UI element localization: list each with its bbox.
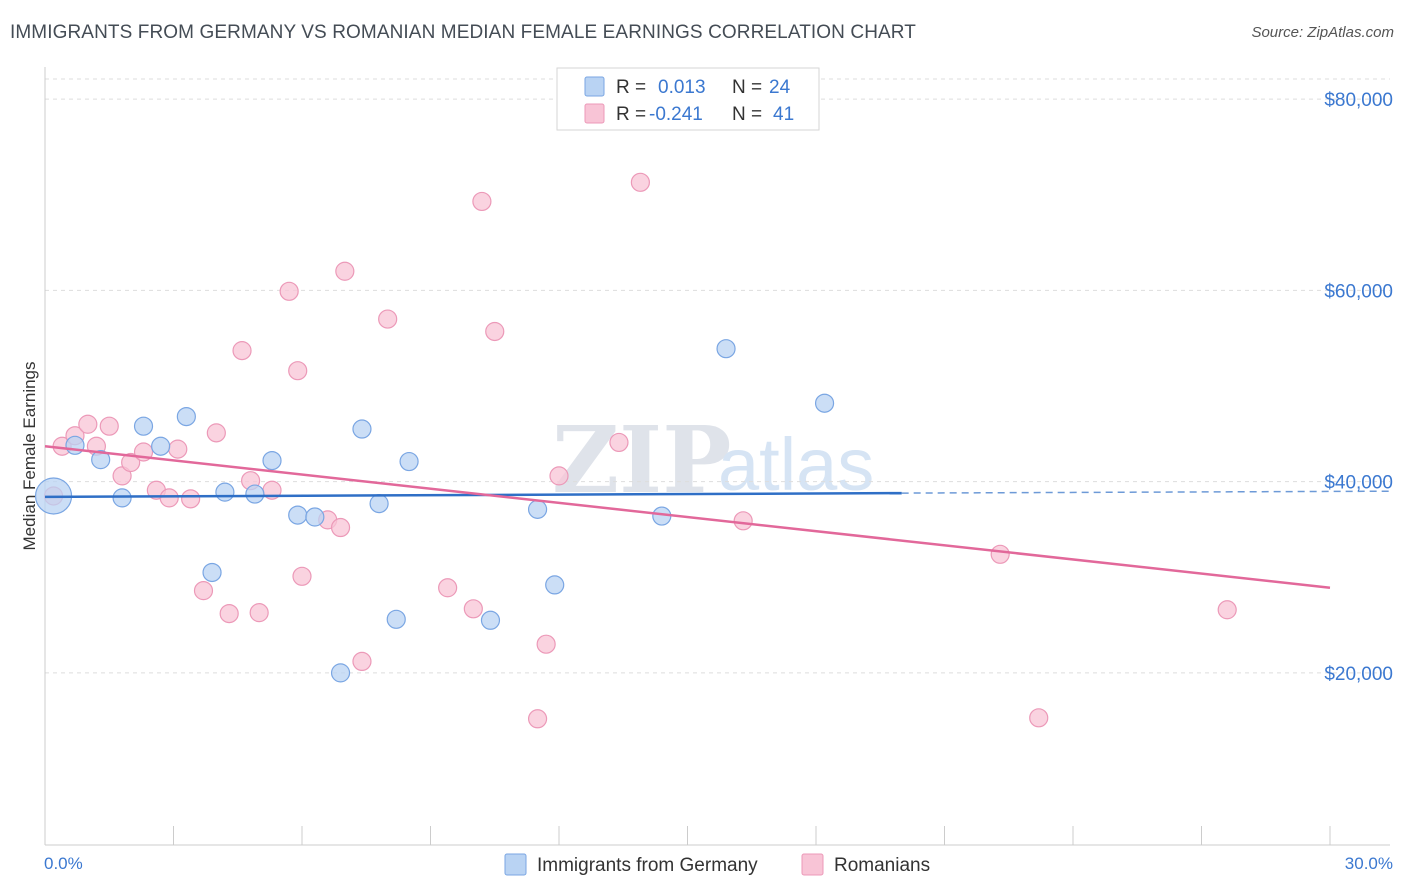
data-point [480,610,501,630]
data-point [288,361,308,381]
data-point [1029,708,1049,728]
data-point [78,414,98,434]
romanian-series [43,172,1237,729]
legend-swatch-germany [584,76,605,97]
data-point [112,488,132,508]
legend-r-label-romanian: R = [616,104,646,125]
data-point [219,603,239,624]
y-tick-label: $60,000 [1324,281,1393,302]
data-point [262,450,282,471]
y-tick-label: $20,000 [1324,664,1393,685]
data-point [335,261,355,281]
data-point [202,562,222,583]
data-point [386,609,406,629]
data-point [232,341,252,361]
trend-lines [44,445,1391,590]
data-point [305,507,325,527]
data-point [990,544,1010,564]
data-point [630,172,650,192]
data-point [369,494,389,514]
trend-line-germany [44,491,902,499]
data-point [399,451,419,472]
data-point [472,191,492,212]
y-tick-labels: $20,000 $40,000 $60,000 $80,000 [1324,90,1393,685]
y-tick-label: $40,000 [1324,473,1393,494]
x-tick-label-min: 0.0% [44,854,83,873]
data-point [292,566,312,586]
data-point [288,505,308,525]
data-point [1217,600,1237,620]
data-point [352,419,372,439]
legend-n-value-germany: 24 [769,77,791,98]
data-point [193,581,214,601]
series-legend: Immigrants from Germany Romanians [504,853,930,876]
y-axis-title: Median Female Earnings [20,362,39,551]
x-tick-label-max: 30.0% [1345,854,1393,873]
chart-title: IMMIGRANTS FROM GERMANY VS ROMANIAN MEDI… [10,22,916,43]
data-point [733,511,753,531]
data-point [245,484,265,504]
data-point [176,407,196,427]
trend-line-germany-extension [901,490,1391,494]
data-point [249,603,269,623]
data-point [215,482,235,502]
data-point [549,466,569,486]
data-point [527,499,548,519]
data-point [99,416,119,436]
legend-swatch-romanian [584,103,605,124]
source-label: Source: ZipAtlas.com [1251,24,1394,41]
bottom-legend-label-romanian: Romanians [834,855,930,876]
data-point [485,321,505,342]
data-point [151,436,171,456]
germany-series [34,339,835,683]
data-point [181,489,201,509]
data-point [609,432,629,453]
legend-n-label-germany: N = [732,77,762,98]
data-point [330,663,351,683]
data-point [378,309,398,329]
data-point [112,466,132,486]
watermark-zip: ZIP [552,406,731,514]
legend-r-value-germany: 0.013 [658,77,706,98]
data-point [121,452,141,473]
gridlines [45,78,1390,674]
data-point [330,517,351,538]
legend-r-value-romanian: -0.241 [649,104,703,125]
data-point [206,423,226,443]
data-point [159,488,179,508]
legend-n-label-romanian: N = [732,104,762,125]
trend-line-romanian [44,445,1331,590]
data-point [168,439,188,459]
data-point [716,339,736,359]
legend-r-label-germany: R = [616,77,646,98]
x-axis-ticks [44,826,1331,845]
data-point [527,709,548,729]
data-point [536,634,556,654]
bottom-legend-label-germany: Immigrants from Germany [537,855,758,876]
data-point [279,281,299,301]
data-point [65,435,85,455]
legend-n-value-romanian: 41 [773,104,794,125]
bottom-legend-swatch-germany [504,853,527,876]
bottom-legend-swatch-romanian [801,853,824,876]
stats-legend: R = 0.013 N = 24 R = -0.241 N = 41 [556,67,820,131]
data-point [545,575,565,595]
data-point [463,599,483,619]
data-point [91,450,111,470]
data-point [352,651,372,672]
y-tick-label: $80,000 [1324,90,1393,111]
data-point [133,416,154,436]
data-point [438,578,458,598]
data-point [814,393,835,413]
